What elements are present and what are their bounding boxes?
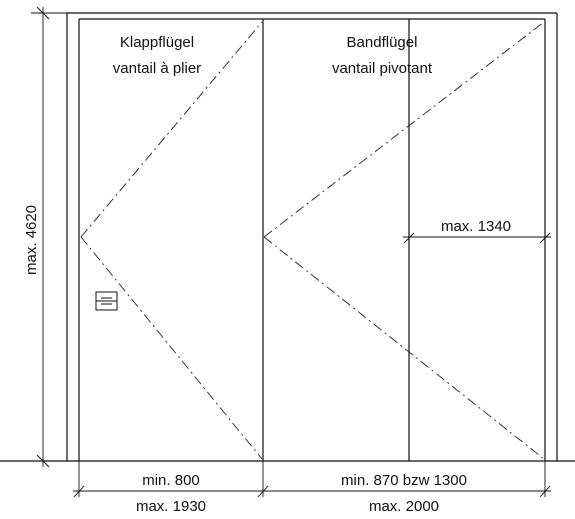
band-opening-line-bottom — [263, 236, 545, 460]
door-frame — [66, 12, 558, 461]
opening-indicators — [80, 21, 545, 460]
height-dimension — [31, 6, 67, 468]
klapp-title-de: Klappflügel — [120, 34, 194, 51]
door-handle-icon — [95, 291, 118, 311]
height-max-label: max. 4620 — [23, 205, 40, 275]
right-width-max-label: max. 2000 — [369, 498, 439, 515]
klapp-opening-line-bottom — [80, 236, 263, 460]
left-width-max-label: max. 1930 — [136, 498, 206, 515]
klapp-title-fr: vantail à plier — [113, 60, 201, 77]
pivot-width-max-label: max. 1340 — [441, 218, 511, 235]
right-width-min-label: min. 870 bzw 1300 — [341, 472, 467, 489]
band-title-de: Bandflügel — [347, 34, 418, 51]
left-width-min-label: min. 800 — [142, 472, 200, 489]
band-opening-line-top — [263, 21, 545, 238]
bottom-dimensions — [73, 461, 551, 498]
band-title-fr: vantail pivotant — [332, 60, 433, 77]
klapp-opening-line-top — [80, 21, 263, 238]
pivot-width-dimension — [403, 232, 551, 244]
